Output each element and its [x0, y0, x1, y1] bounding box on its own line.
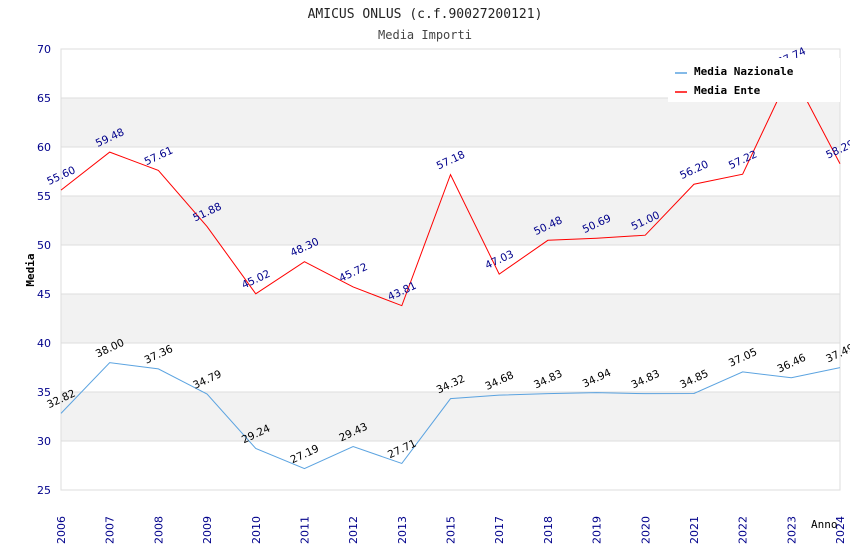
x-axis-ticks: 2006 2007 2008 2009 2010 2011 2012 2013 2015 2017… — [55, 516, 847, 544]
data-label: 56.20 — [678, 158, 710, 182]
data-label: 57.18 — [435, 149, 467, 173]
data-label: 27.19 — [289, 443, 321, 467]
x-tick-label: 2012 — [347, 516, 360, 544]
y-tick-label: 65 — [37, 92, 51, 105]
data-label: 34.83 — [629, 368, 661, 392]
chart-title: AMICUS ONLUS (c.f.90027200121) — [308, 7, 543, 22]
background-band — [61, 196, 840, 245]
data-label: 36.46 — [776, 352, 809, 376]
plot-area — [60, 48, 841, 491]
legend-background — [668, 58, 840, 102]
x-tick-label: 2015 — [445, 516, 458, 544]
data-label: 45.72 — [337, 261, 369, 285]
data-label: 57.61 — [143, 145, 175, 169]
data-label: 57.22 — [727, 148, 759, 172]
background-bands — [61, 98, 840, 441]
legend: Media Nazionale Media Ente — [668, 58, 840, 102]
data-label: 34.79 — [191, 368, 223, 392]
x-tick-label: 2010 — [250, 516, 263, 544]
background-band — [61, 392, 840, 441]
y-tick-label: 40 — [37, 337, 51, 350]
x-tick-label: 2022 — [737, 516, 750, 544]
background-band — [61, 294, 840, 343]
y-tick-label: 35 — [37, 386, 51, 399]
x-tick-label: 2023 — [785, 516, 798, 544]
legend-label-media-nazionale: Media Nazionale — [694, 65, 794, 78]
data-label: 34.68 — [483, 369, 515, 393]
chart-subtitle: Media Importi — [378, 28, 472, 42]
x-tick-label: 2021 — [688, 516, 701, 544]
y-tick-label: 60 — [37, 141, 51, 154]
x-tick-label: 2019 — [591, 516, 604, 544]
legend-label-media-ente: Media Ente — [694, 84, 761, 97]
y-tick-label: 70 — [37, 43, 51, 56]
x-tick-label: 2006 — [55, 516, 68, 544]
data-label: 37.05 — [727, 346, 759, 370]
data-label: 37.49 — [824, 342, 850, 366]
y-tick-label: 25 — [37, 484, 51, 497]
y-axis-label: Media — [24, 253, 37, 286]
y-tick-label: 50 — [37, 239, 51, 252]
series-line-1 — [60, 70, 841, 307]
x-tick-label: 2009 — [201, 516, 214, 544]
y-axis-ticks: 25 30 35 40 45 50 55 60 65 70 — [37, 43, 51, 497]
data-label: 34.94 — [581, 367, 614, 391]
x-tick-label: 2007 — [104, 516, 117, 544]
x-tick-label: 2017 — [493, 516, 506, 544]
background-band — [61, 98, 840, 147]
x-tick-label: 2018 — [542, 516, 555, 544]
y-tick-label: 30 — [37, 435, 51, 448]
y-tick-label: 55 — [37, 190, 51, 203]
data-label: 34.85 — [678, 368, 710, 392]
y-tick-label: 45 — [37, 288, 51, 301]
series-lines — [60, 70, 841, 470]
x-axis-label: Anno — [811, 518, 838, 531]
x-tick-label: 2011 — [298, 516, 311, 544]
series-line-0 — [60, 362, 841, 470]
data-label: 45.02 — [240, 268, 272, 292]
data-label: 37.36 — [143, 343, 176, 367]
data-label: 34.83 — [532, 368, 564, 392]
x-tick-label: 2024 — [834, 516, 847, 544]
x-tick-label: 2020 — [639, 516, 652, 544]
x-tick-label: 2008 — [152, 516, 165, 544]
x-tick-label: 2013 — [396, 516, 409, 544]
